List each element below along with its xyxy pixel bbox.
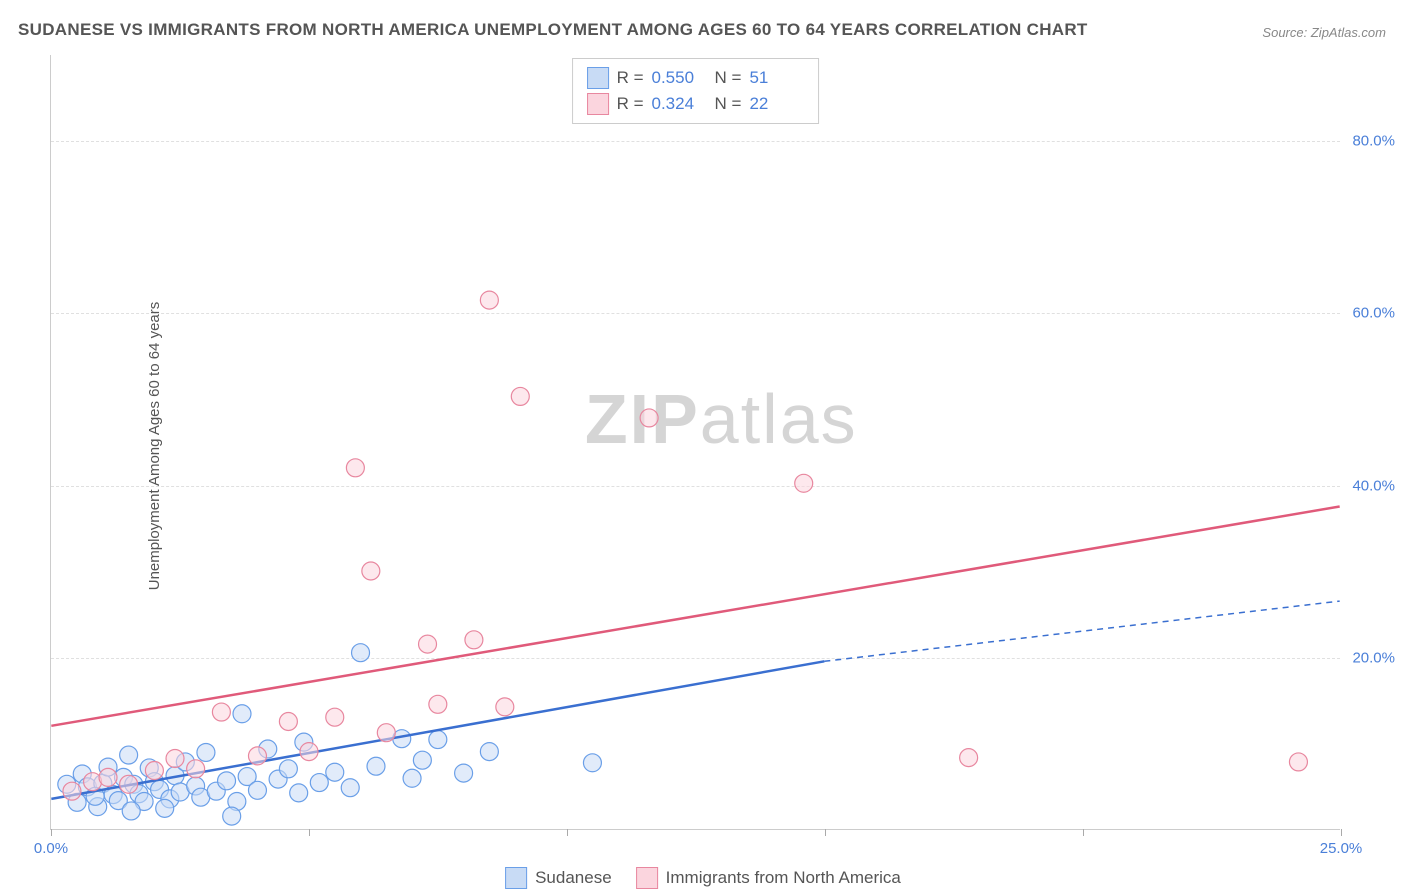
- swatch-sudanese: [505, 867, 527, 889]
- y-tick-label: 60.0%: [1352, 305, 1395, 322]
- x-tick-mark: [1083, 829, 1084, 836]
- x-tick-label: 0.0%: [34, 840, 68, 857]
- legend-item-sudanese: Sudanese: [505, 867, 612, 889]
- x-tick-mark: [51, 829, 52, 836]
- data-point: [99, 768, 117, 786]
- data-point: [145, 762, 163, 780]
- n-label: N =: [715, 68, 742, 88]
- data-point: [279, 760, 297, 778]
- data-point: [310, 774, 328, 792]
- trend-line: [51, 507, 1339, 726]
- data-point: [346, 459, 364, 477]
- source-label: Source:: [1262, 25, 1307, 40]
- r-value-2: 0.324: [652, 94, 707, 114]
- data-point: [300, 743, 318, 761]
- scatter-plot-svg: [51, 55, 1340, 829]
- y-tick-label: 80.0%: [1352, 133, 1395, 150]
- data-point: [367, 757, 385, 775]
- legend-row-series-2: R = 0.324 N = 22: [587, 91, 805, 117]
- data-point: [403, 769, 421, 787]
- data-point: [362, 562, 380, 580]
- data-point: [166, 749, 184, 767]
- data-point: [1289, 753, 1307, 771]
- data-point: [248, 747, 266, 765]
- legend-label-immigrants: Immigrants from North America: [666, 868, 901, 888]
- n-value-2: 22: [749, 94, 804, 114]
- data-point: [583, 754, 601, 772]
- data-point: [122, 802, 140, 820]
- data-point: [795, 474, 813, 492]
- x-tick-mark: [825, 829, 826, 836]
- data-point: [496, 698, 514, 716]
- data-point: [248, 781, 266, 799]
- data-point: [352, 644, 370, 662]
- r-label: R =: [617, 68, 644, 88]
- data-point: [419, 635, 437, 653]
- data-point: [480, 291, 498, 309]
- data-point: [465, 631, 483, 649]
- x-tick-mark: [567, 829, 568, 836]
- x-tick-label: 25.0%: [1320, 840, 1363, 857]
- data-point: [429, 731, 447, 749]
- data-point: [429, 695, 447, 713]
- n-value-1: 51: [749, 68, 804, 88]
- swatch-series-2: [587, 93, 609, 115]
- source-attribution: Source: ZipAtlas.com: [1262, 25, 1386, 40]
- data-point: [341, 779, 359, 797]
- data-point: [233, 705, 251, 723]
- y-tick-label: 40.0%: [1352, 477, 1395, 494]
- data-point: [197, 743, 215, 761]
- r-label: R =: [617, 94, 644, 114]
- data-point: [156, 799, 174, 817]
- data-point: [218, 772, 236, 790]
- trend-line-dashed: [824, 601, 1339, 661]
- chart-container: SUDANESE VS IMMIGRANTS FROM NORTH AMERIC…: [0, 0, 1406, 892]
- data-point: [120, 746, 138, 764]
- data-point: [455, 764, 473, 782]
- data-point: [279, 713, 297, 731]
- legend-correlation: R = 0.550 N = 51 R = 0.324 N = 22: [572, 58, 820, 124]
- n-label: N =: [715, 94, 742, 114]
- data-point: [223, 807, 241, 825]
- swatch-immigrants: [636, 867, 658, 889]
- swatch-series-1: [587, 67, 609, 89]
- data-point: [326, 763, 344, 781]
- plot-area: ZIPatlas R = 0.550 N = 51 R = 0.324 N = …: [50, 55, 1340, 830]
- data-point: [377, 724, 395, 742]
- legend-item-immigrants: Immigrants from North America: [636, 867, 901, 889]
- chart-title: SUDANESE VS IMMIGRANTS FROM NORTH AMERIC…: [18, 20, 1088, 40]
- data-point: [640, 409, 658, 427]
- legend-series: Sudanese Immigrants from North America: [505, 867, 901, 889]
- data-point: [511, 387, 529, 405]
- data-point: [63, 782, 81, 800]
- trend-line: [51, 661, 824, 799]
- data-point: [120, 775, 138, 793]
- y-tick-label: 20.0%: [1352, 649, 1395, 666]
- r-value-1: 0.550: [652, 68, 707, 88]
- data-point: [413, 751, 431, 769]
- data-point: [290, 784, 308, 802]
- legend-label-sudanese: Sudanese: [535, 868, 612, 888]
- x-tick-mark: [1341, 829, 1342, 836]
- data-point: [326, 708, 344, 726]
- source-value: ZipAtlas.com: [1311, 25, 1386, 40]
- legend-row-series-1: R = 0.550 N = 51: [587, 65, 805, 91]
- data-point: [960, 749, 978, 767]
- data-point: [480, 743, 498, 761]
- data-point: [212, 703, 230, 721]
- data-point: [187, 760, 205, 778]
- x-tick-mark: [309, 829, 310, 836]
